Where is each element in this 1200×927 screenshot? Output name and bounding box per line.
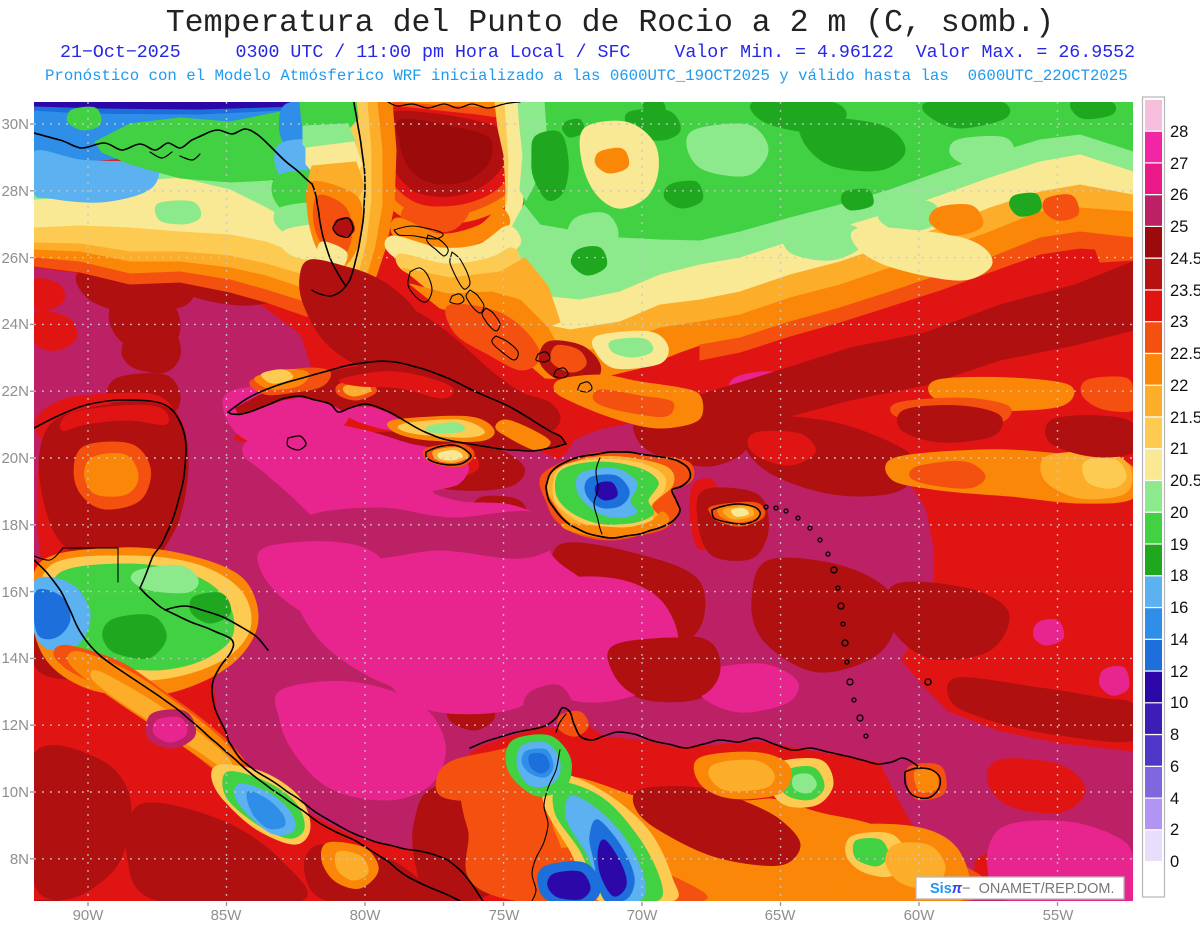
svg-text:14: 14 (1170, 631, 1188, 649)
svg-text:28: 28 (1170, 123, 1188, 141)
svg-text:22: 22 (1170, 377, 1188, 395)
svg-text:55W: 55W (1043, 907, 1075, 924)
svg-text:6: 6 (1170, 758, 1179, 776)
svg-text:19: 19 (1170, 536, 1188, 554)
svg-text:18: 18 (1170, 567, 1188, 585)
svg-text:90W: 90W (73, 907, 105, 924)
svg-text:18N: 18N (1, 517, 29, 534)
svg-text:8N: 8N (10, 851, 29, 868)
svg-text:26: 26 (1170, 186, 1188, 204)
svg-text:30N: 30N (1, 116, 29, 133)
svg-text:10N: 10N (1, 784, 29, 801)
svg-text:22.5: 22.5 (1170, 345, 1200, 363)
svg-text:Pronóstico con el Modelo Atmós: Pronóstico con el Modelo Atmósferico WRF… (45, 67, 1128, 85)
svg-text:21.5: 21.5 (1170, 409, 1200, 427)
svg-text:22N: 22N (1, 383, 29, 400)
svg-text:60W: 60W (904, 907, 936, 924)
svg-text:65W: 65W (765, 907, 797, 924)
svg-text:27: 27 (1170, 155, 1188, 173)
svg-text:0: 0 (1170, 853, 1179, 871)
svg-text:10: 10 (1170, 694, 1188, 712)
svg-text:70W: 70W (627, 907, 659, 924)
svg-text:20N: 20N (1, 450, 29, 467)
svg-text:25: 25 (1170, 218, 1188, 236)
svg-text:85W: 85W (211, 907, 243, 924)
svg-text:24.5: 24.5 (1170, 250, 1200, 268)
svg-text:14N: 14N (1, 650, 29, 667)
svg-text:4: 4 (1170, 790, 1179, 808)
svg-text:80W: 80W (350, 907, 382, 924)
svg-text:8: 8 (1170, 726, 1179, 744)
svg-text:28N: 28N (1, 183, 29, 200)
svg-text:21−Oct−2025 0300 UTC / 11:: 21−Oct−2025 0300 UTC / 11:00 pm Hora Loc… (60, 43, 1135, 63)
svg-text:24N: 24N (1, 316, 29, 333)
svg-text:23.5: 23.5 (1170, 282, 1200, 300)
svg-text:26N: 26N (1, 250, 29, 267)
svg-text:23: 23 (1170, 313, 1188, 331)
svg-text:12N: 12N (1, 717, 29, 734)
svg-text:2: 2 (1170, 821, 1179, 839)
svg-text:16: 16 (1170, 599, 1188, 617)
svg-text:20.5: 20.5 (1170, 472, 1200, 490)
svg-text:16N: 16N (1, 584, 29, 601)
svg-text:Sisπ− ONAMET/REP.DOM.: Sisπ− ONAMET/REP.DOM. (930, 881, 1115, 897)
svg-text:Temperatura del Punto de Rocio: Temperatura del Punto de Rocio a 2 m (C,… (166, 6, 1054, 41)
svg-text:21: 21 (1170, 440, 1188, 458)
svg-text:20: 20 (1170, 504, 1188, 522)
svg-text:75W: 75W (489, 907, 521, 924)
svg-text:12: 12 (1170, 663, 1188, 681)
